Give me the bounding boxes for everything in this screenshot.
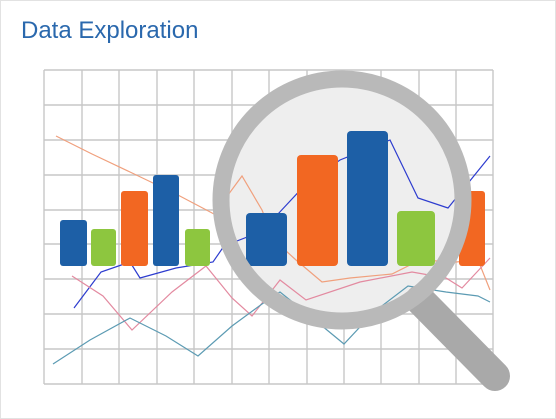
magnified-bar-green-1 [397,211,435,266]
chart-bar-green-2 [185,229,210,266]
magnifier-handle [405,285,510,391]
magnified-bar-blue-2 [347,131,388,266]
magnified-bar-orange-1 [297,155,338,266]
magnified-bar-blue-1 [246,213,287,266]
magnified-bars [246,131,435,266]
lens-rim [212,70,472,330]
page-title: Data Exploration [21,17,199,44]
chart-bar-blue-2 [153,175,179,266]
chart-bar-green-1 [91,229,116,266]
chart-bar-blue-1 [60,220,87,266]
chart-bar-orange-1 [121,191,148,266]
